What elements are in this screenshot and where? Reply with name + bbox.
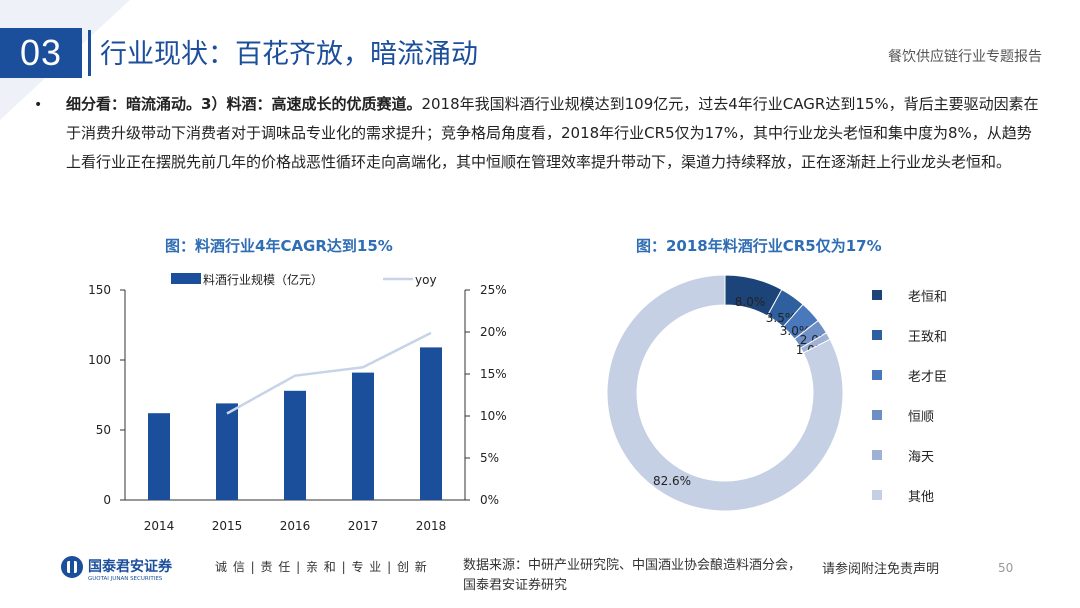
x-axis-tick-label: 2014 xyxy=(144,519,175,533)
title-divider xyxy=(88,30,91,76)
logo-text: 国泰君安证券 xyxy=(88,558,173,575)
data-source: 数据来源：中研产业研究院、中国酒业协会酿造料酒分会，国泰君安证券研究 xyxy=(463,558,802,593)
body-lead: 细分看：暗流涌动。3）料酒：高速成长的优质赛道。 xyxy=(66,95,422,113)
company-logo: 国泰君安证券 GUOTAI JUNAN SECURITIES xyxy=(58,553,208,587)
legend-label: 海天 xyxy=(908,450,935,465)
donut-slice xyxy=(606,274,844,512)
legend-label: 王致和 xyxy=(908,330,948,345)
legend-swatch-bar xyxy=(171,273,201,284)
company-values: 诚 信 | 责 任 | 亲 和 | 专 业 | 创 新 xyxy=(215,560,428,574)
right-axis-tick-label: 15% xyxy=(480,367,507,381)
bar xyxy=(284,390,306,500)
legend-label: 其他 xyxy=(908,490,935,505)
legend-swatch xyxy=(872,410,882,420)
legend-label-line: yoy xyxy=(415,273,437,287)
left-axis-tick-label: 150 xyxy=(88,283,111,297)
pie-chart-title: 图：2018年料酒行业CR5仅为17% xyxy=(636,237,882,255)
x-axis-tick-label: 2016 xyxy=(280,519,311,533)
legend-swatch xyxy=(872,290,882,300)
donut-slice-label: 8.0% xyxy=(735,295,766,309)
bar xyxy=(420,347,442,500)
x-axis-tick-label: 2017 xyxy=(348,519,379,533)
legend-swatch xyxy=(872,490,882,500)
section-number: 03 xyxy=(0,28,82,78)
page-number: 50 xyxy=(998,561,1014,575)
legend-swatch xyxy=(872,330,882,340)
legend-label-bar: 料酒行业规模（亿元） xyxy=(203,272,323,287)
bar-chart-title: 图：料酒行业4年CAGR达到15% xyxy=(165,237,393,255)
disclaimer-link[interactable]: 请参阅附注免责声明 xyxy=(822,562,940,577)
left-axis-tick-label: 0 xyxy=(103,493,111,507)
legend-label: 恒顺 xyxy=(908,410,935,425)
bar xyxy=(352,372,374,500)
left-axis-tick-label: 100 xyxy=(88,353,111,367)
bar xyxy=(148,413,170,500)
bar xyxy=(216,403,238,500)
legend-label: 老恒和 xyxy=(908,290,948,305)
legend-label: 老才臣 xyxy=(908,370,948,385)
right-axis-tick-label: 25% xyxy=(480,283,507,297)
logo-subtext: GUOTAI JUNAN SECURITIES xyxy=(88,576,163,582)
body-paragraph: 细分看：暗流涌动。3）料酒：高速成长的优质赛道。2018年我国料酒行业规模达到1… xyxy=(66,90,1046,177)
yoy-line xyxy=(226,331,432,415)
right-axis-tick-label: 0% xyxy=(480,493,499,507)
donut-slice-label: 82.6% xyxy=(653,474,691,488)
x-axis-tick-label: 2018 xyxy=(416,519,447,533)
legend-swatch xyxy=(872,370,882,380)
page-title: 行业现状：百花齐放，暗流涌动 xyxy=(100,39,478,70)
x-axis-tick-label: 2015 xyxy=(212,519,243,533)
right-axis-tick-label: 10% xyxy=(480,409,507,423)
bullet-marker: • xyxy=(34,97,43,113)
right-axis-tick-label: 5% xyxy=(480,451,499,465)
body-text: 2018年我国料酒行业规模达到109亿元，过去4年行业CAGR达到15%，背后主… xyxy=(66,95,1039,171)
left-axis-tick-label: 50 xyxy=(96,423,111,437)
legend-swatch xyxy=(872,450,882,460)
report-name: 餐饮供应链行业专题报告 xyxy=(888,49,1042,65)
right-axis-tick-label: 20% xyxy=(480,325,507,339)
